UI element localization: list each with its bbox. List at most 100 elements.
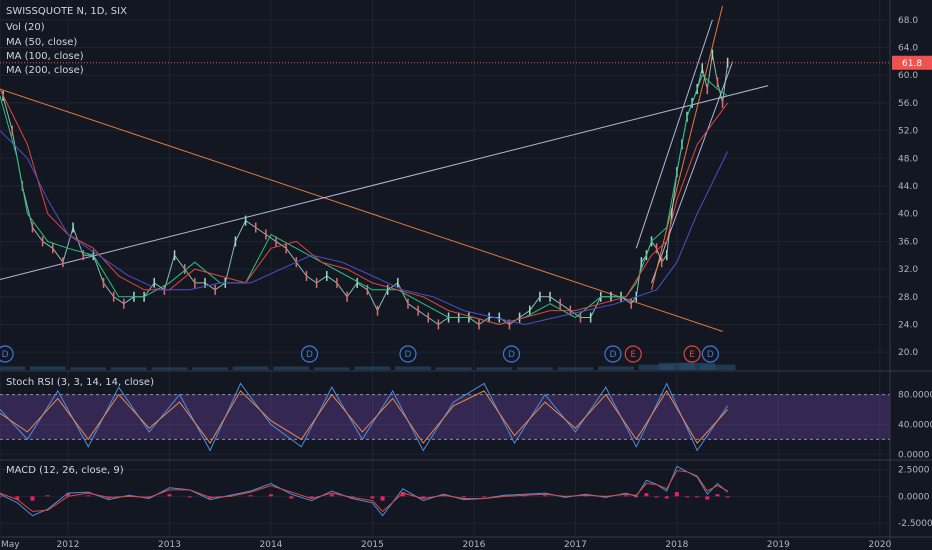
time-tick-label: May xyxy=(1,540,20,550)
volume-bars xyxy=(0,362,736,370)
macd-histogram-bar xyxy=(350,496,355,498)
ma-line-1 xyxy=(0,88,729,326)
trendline-channel-1 xyxy=(635,19,713,249)
symbol-title[interactable]: SWISSQUOTE N, 1D, SIX xyxy=(6,6,127,17)
trendline-descending-resistance xyxy=(0,88,723,332)
volume-bar xyxy=(273,366,310,370)
macd-histogram-bar xyxy=(695,496,700,498)
event-marker-label: D xyxy=(609,350,616,360)
trendlines[interactable] xyxy=(0,5,769,332)
macd-histogram-bar xyxy=(187,496,192,498)
time-tick-label: 2013 xyxy=(158,540,181,550)
ma50-legend[interactable]: MA (50, close) xyxy=(6,37,78,48)
volume-bar xyxy=(151,367,188,370)
time-tick-label: 2020 xyxy=(868,540,891,550)
event-marker-D xyxy=(604,345,622,363)
volume-bar xyxy=(658,362,695,370)
macd-histogram-bar xyxy=(654,496,659,498)
price-axis[interactable]: 68.0 64.0 60.0 56.0 52.0 48.0 44.0 40.0 36.0 32.0… xyxy=(892,16,932,529)
macd-legend[interactable]: MACD (12, 26, close, 9) xyxy=(6,465,124,476)
price-tick-label: 40.0 xyxy=(898,210,918,220)
current-price-tag xyxy=(892,55,932,70)
volume-bar xyxy=(557,367,594,370)
event-marker-D xyxy=(502,345,521,363)
volume-bar xyxy=(0,366,26,370)
event-marker-D xyxy=(300,345,319,363)
stoch-rsi-legend[interactable]: Stoch RSI (3, 3, 14, 14, close) xyxy=(6,377,154,388)
price-tick-label: 32.0 xyxy=(898,265,918,275)
ma200-legend[interactable]: MA (200, close) xyxy=(6,65,84,76)
price-tick-label: 68.0 xyxy=(898,16,918,26)
time-tick-label: 2018 xyxy=(665,540,688,550)
macd-histogram-bar xyxy=(30,496,35,501)
time-tick-label: 2016 xyxy=(462,540,485,550)
macd-histogram-bar xyxy=(380,496,385,501)
price-tick-label: 24.0 xyxy=(898,320,918,330)
volume-bar xyxy=(354,366,391,370)
vol-legend[interactable]: Vol (20) xyxy=(6,22,45,33)
volume-bar xyxy=(313,367,350,370)
macd-histogram-bar xyxy=(421,496,426,499)
macd-histogram-bar xyxy=(309,496,314,499)
price-tick-label: 64.0 xyxy=(898,44,918,54)
stoch-tick-label: 80.0000 xyxy=(898,391,932,401)
price-tick-label: 28.0 xyxy=(898,293,918,303)
event-marker-D xyxy=(701,345,719,363)
macd-histogram-bar xyxy=(715,494,720,497)
price-tick-label: 20.0 xyxy=(898,348,918,358)
stoch-rsi-pane xyxy=(0,382,890,452)
macd-histogram-bar xyxy=(583,495,588,497)
event-marker-label: E xyxy=(689,350,695,360)
macd-pane xyxy=(0,465,730,517)
macd-histogram-bar xyxy=(370,496,375,499)
macd-histogram-bar xyxy=(725,496,730,498)
event-marker-label: E xyxy=(630,350,636,360)
macd-histogram-bar xyxy=(644,493,649,497)
macd-histogram-bar xyxy=(624,495,629,497)
volume-bar xyxy=(699,364,736,370)
ma-line-2 xyxy=(0,130,729,326)
time-axis[interactable]: May 2012 2013 2014 2015 2016 2017 2018 2019 2020 xyxy=(1,540,892,550)
price-tick-label: 56.0 xyxy=(898,99,918,109)
macd-histogram-bar xyxy=(482,496,487,498)
macd-histogram-bar xyxy=(65,493,70,497)
ma100-legend[interactable]: MA (100, close) xyxy=(6,51,84,62)
event-marker-label: D xyxy=(707,350,714,360)
volume-bar xyxy=(679,362,716,370)
volume-bar xyxy=(29,366,66,370)
macd-histogram-bar xyxy=(45,495,50,497)
trendline-channel-2 xyxy=(651,61,734,284)
volume-bar xyxy=(192,367,229,370)
volume-bar xyxy=(476,367,513,370)
macd-histogram-bar xyxy=(522,495,527,497)
volume-bar xyxy=(435,367,472,370)
event-marker-label: D xyxy=(306,350,313,360)
macd-histogram-bar xyxy=(400,492,405,497)
stoch-d-line xyxy=(0,389,728,445)
price-tick-label: 48.0 xyxy=(898,154,918,164)
macd-histogram-bar xyxy=(268,494,273,497)
macd-histogram-bar xyxy=(705,496,710,500)
event-marker-D xyxy=(0,345,14,363)
macd-histogram-bar xyxy=(329,494,334,497)
macd-tick-label: -2.5000 xyxy=(898,519,932,529)
volume-bar xyxy=(232,366,269,370)
volume-bar xyxy=(638,364,675,370)
trendline-channel-3 xyxy=(651,5,724,290)
volume-bar xyxy=(395,366,432,370)
event-marker-E xyxy=(683,345,701,363)
time-tick-label: 2019 xyxy=(767,540,790,550)
macd-histogram-bar xyxy=(502,495,507,497)
macd-histogram-bar xyxy=(441,495,446,497)
stoch-tick-label: 0.0000 xyxy=(898,450,930,460)
time-tick-label: 2015 xyxy=(361,540,384,550)
macd-histogram-bar xyxy=(86,495,91,497)
time-tick-label: 2012 xyxy=(57,540,80,550)
macd-histogram-bar xyxy=(0,496,2,498)
volume-bar xyxy=(110,367,147,370)
event-marker-label: D xyxy=(508,350,515,360)
